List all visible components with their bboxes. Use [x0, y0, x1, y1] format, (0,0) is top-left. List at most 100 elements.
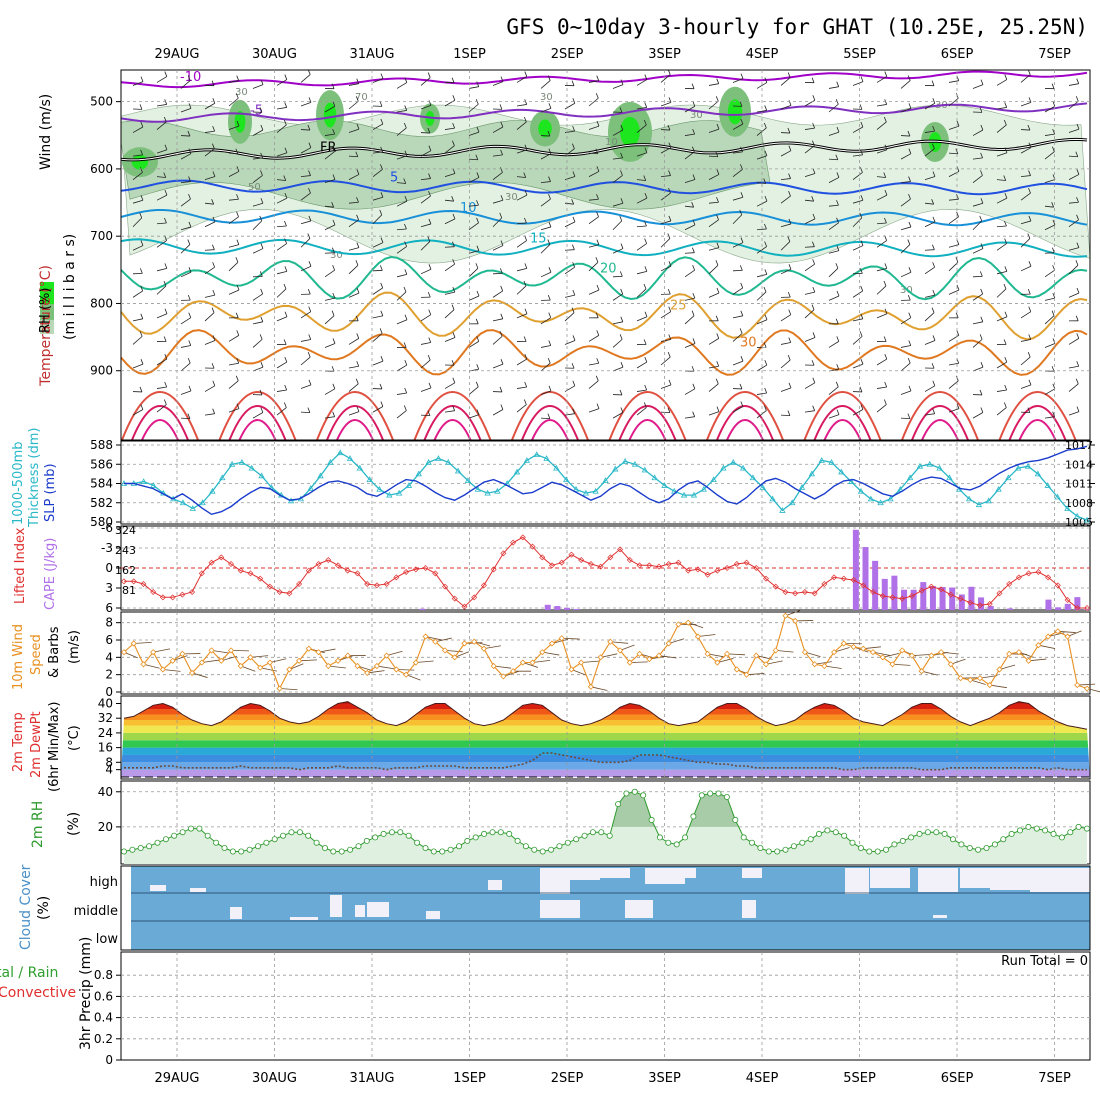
barb-710 [685, 316, 694, 324]
barb-496 [517, 268, 527, 270]
barb-562 [565, 340, 575, 344]
rh2m-area [124, 792, 1087, 864]
cape-bar-6 [863, 547, 869, 610]
barb-267 [333, 384, 335, 389]
rh2m-point-104 [992, 842, 997, 847]
rh2m-point-103 [984, 845, 989, 850]
barb-1013 [933, 335, 935, 340]
rh2m-point-59 [616, 802, 621, 807]
barb-27 [140, 387, 142, 392]
cloud-gap-7 [426, 911, 440, 919]
barb-507 [525, 382, 527, 387]
barb-181 [285, 75, 287, 80]
barb-508 [517, 405, 526, 413]
barb-1173 [1076, 96, 1078, 101]
barb-286 [349, 265, 358, 274]
barb-622 [613, 339, 622, 347]
barb-871 [837, 82, 839, 87]
barb-713 [693, 338, 695, 343]
barb-198 [277, 289, 286, 297]
barb-568 [565, 414, 575, 415]
barb-589 [597, 285, 599, 290]
barb-303 [380, 101, 382, 106]
barb-1070 [973, 322, 983, 324]
cape-bar-3 [564, 608, 570, 610]
barb-837 [789, 383, 791, 388]
temp-band-0 [121, 770, 1090, 777]
barb-771 [741, 311, 743, 316]
barb-931 [885, 72, 887, 77]
barb-85 [188, 358, 190, 363]
barb-542 [565, 103, 575, 109]
p3-li-label: Lifted Index [13, 527, 28, 604]
rh2m-point-114 [1076, 824, 1081, 829]
barb-1170 [1069, 84, 1079, 86]
barb-633 [645, 102, 647, 107]
barb-172 [253, 339, 262, 347]
barb-1006 [925, 267, 935, 274]
barb-143 [237, 330, 239, 335]
p1-tick-600: 600 [90, 162, 113, 176]
barb-359 [404, 406, 406, 411]
barb-138 [229, 290, 239, 294]
warm-arch-5-0 [610, 392, 686, 440]
barb-173 [260, 334, 262, 339]
p4-tick-1: 2 [105, 668, 113, 682]
barb-1015 [932, 363, 934, 368]
barb-742 [709, 338, 719, 344]
barb-327 [380, 384, 382, 389]
barb-119 [213, 409, 215, 414]
bottom-date-6: 4SEP [746, 1071, 779, 1086]
rh2m-point-18 [272, 837, 277, 842]
barb-746 [709, 384, 718, 392]
barb-594 [589, 363, 599, 365]
barb-497 [525, 263, 527, 268]
barb-1051 [981, 80, 983, 85]
rh2m-point-60 [624, 791, 629, 796]
rh2m-point-106 [1009, 831, 1014, 836]
barb-529 [548, 295, 550, 300]
cloud-gap-6 [367, 902, 389, 917]
barb-1083 [1005, 102, 1007, 107]
barb-721 [717, 79, 719, 84]
barb-387 [429, 383, 431, 388]
rh-peak-6 [728, 99, 742, 124]
warm-arch-0-2 [142, 420, 178, 440]
barb-748 [709, 412, 719, 415]
barb-975 [908, 240, 910, 245]
barb-411 [452, 305, 454, 310]
p8-tick-3: 0.6 [94, 989, 113, 1003]
barb-654 [637, 362, 647, 368]
barb-441 [476, 319, 478, 324]
p1-tick-500: 500 [90, 95, 113, 109]
barb-838 [781, 415, 790, 416]
barb-925 [861, 359, 863, 364]
rh2m-point-91 [883, 847, 888, 852]
barb-298 [349, 412, 359, 415]
rh2m-point-109 [1034, 826, 1039, 831]
barb-674 [661, 239, 670, 248]
barb-150 [253, 85, 263, 89]
barb-612 [613, 221, 622, 230]
barb-1097 [1005, 266, 1007, 271]
barb-295 [357, 361, 359, 366]
bottom-date-2: 31AUG [349, 1071, 394, 1086]
barb-134 [229, 245, 239, 248]
barb-587 [596, 257, 598, 262]
barb-799 [764, 287, 766, 292]
rh2m-point-113 [1068, 830, 1073, 835]
temp-band-6 [121, 726, 1090, 733]
barb-593 [597, 330, 599, 335]
barb-256 [325, 270, 335, 277]
barb-688 [661, 412, 670, 413]
barb-108 [205, 295, 215, 297]
barb-379 [428, 292, 430, 297]
rh2m-point-58 [607, 833, 612, 838]
barb-541 [572, 81, 574, 86]
barb-898 [829, 415, 839, 418]
barb-863 [813, 332, 815, 337]
p3-ltick-4: 6 [105, 601, 113, 615]
barb-571 [597, 76, 599, 81]
rh2m-point-93 [900, 838, 905, 843]
